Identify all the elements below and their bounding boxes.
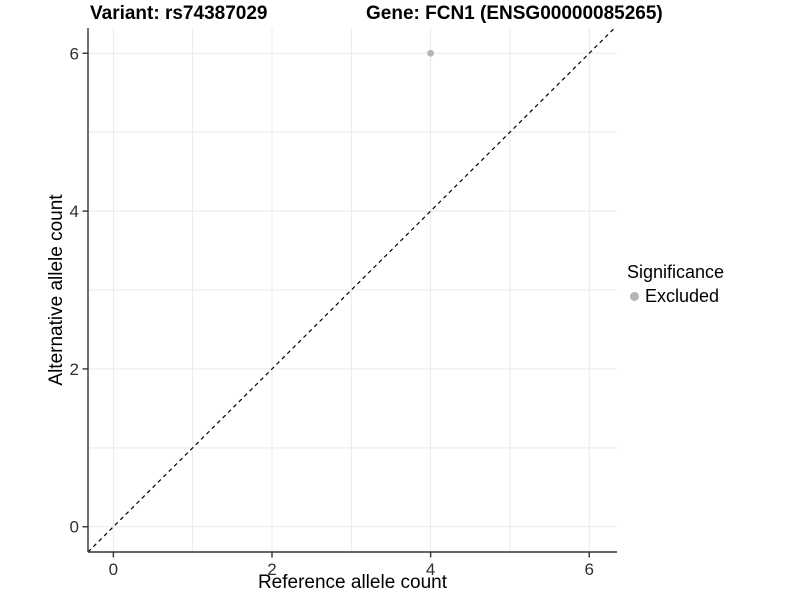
y-tick-label: 4 — [70, 202, 79, 221]
y-axis-label: Alternative allele count — [46, 194, 67, 386]
data-point — [427, 49, 435, 57]
plot-title-gene: Gene: FCN1 (ENSG00000085265) — [366, 3, 663, 24]
x-tick-label: 2 — [267, 560, 276, 579]
x-axis-label: Reference allele count — [257, 572, 448, 593]
legend: Significance Excluded — [627, 262, 724, 307]
x-tick-label: 6 — [585, 560, 594, 579]
x-tick-label: 4 — [426, 560, 435, 579]
x-tick-label: 0 — [109, 560, 118, 579]
identity-line — [87, 27, 616, 553]
legend-item: Excluded — [630, 286, 724, 307]
y-tick-label: 2 — [70, 360, 79, 379]
plot-title-variant: Variant: rs74387029 — [90, 3, 268, 24]
y-tick-label: 6 — [70, 44, 79, 63]
y-tick-label: 0 — [70, 518, 79, 537]
legend-item-label: Excluded — [645, 286, 720, 306]
legend-title: Significance — [627, 262, 725, 282]
point-marker-icon — [630, 292, 639, 301]
